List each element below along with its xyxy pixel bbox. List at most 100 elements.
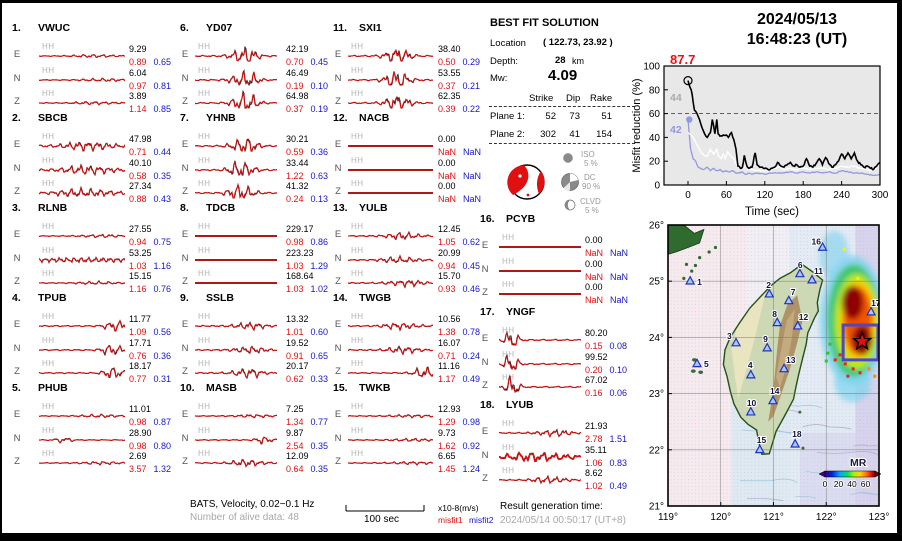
component-label: Z: [182, 456, 188, 467]
misfit-values: 1.38 0.78: [438, 327, 481, 337]
amplitude-value: 7.25: [286, 404, 304, 414]
channel-label: HH: [351, 359, 364, 368]
mr-grid-dot: [858, 371, 862, 375]
channel-label: HH: [502, 373, 515, 382]
waveform-trace: [348, 169, 433, 171]
component-label: E: [13, 319, 21, 330]
component-label: E: [481, 240, 489, 251]
station-header: 4. TPUB: [12, 292, 67, 304]
waveform-trace: [195, 345, 277, 354]
amplitude-value: 0.00: [438, 134, 456, 144]
waveform-trace: [195, 182, 277, 199]
waveform-trace: [39, 185, 125, 198]
clvd-label: CLVD 5 %: [580, 197, 601, 215]
waveform-trace: [195, 160, 277, 176]
misfit-values: 0.70 0.45: [286, 57, 329, 67]
component-label: N: [13, 343, 21, 354]
map-station-number: 14: [770, 386, 780, 396]
misfit-values: 1.45 1.24: [438, 464, 481, 474]
map-station-marker: [731, 337, 742, 347]
map-station-marker: [779, 363, 790, 373]
station-header: 17. YNGF: [480, 306, 536, 318]
misfit-values: 0.98 0.87: [129, 417, 172, 427]
component-label: Z: [482, 380, 488, 391]
station-header: 9. SSLB: [180, 292, 235, 304]
amplitude-value: 46.49: [286, 68, 309, 78]
iso-label: ISO 5 %: [581, 150, 598, 168]
component-label: N: [13, 253, 21, 264]
waveform-trace: [39, 233, 125, 239]
svg-text:MR: MR: [850, 457, 867, 469]
component-label: N: [13, 163, 21, 174]
misfit-legend: misfit1 misfit2: [438, 515, 494, 525]
amplitude-value: 168.64: [286, 271, 314, 281]
channel-label: HH: [502, 257, 515, 266]
waveform-trace: [348, 48, 433, 62]
misfit-white-line: [687, 132, 881, 172]
channel-label: HH: [351, 426, 364, 435]
channel-label: HH: [351, 42, 364, 51]
map-station-marker: [817, 241, 828, 251]
plane1-label: Plane 1:: [490, 111, 525, 122]
svg-text:0: 0: [654, 181, 660, 192]
amplitude-value: 30.21: [286, 134, 309, 144]
channel-label: HH: [502, 466, 515, 475]
amplitude-value: 12.09: [286, 451, 309, 461]
channel-label: HH: [502, 326, 515, 335]
lon-tick-label: 121°: [763, 512, 784, 523]
amplitude-value: 38.40: [438, 44, 461, 54]
svg-text:0: 0: [685, 190, 691, 201]
amplitude-value: 27.34: [129, 181, 152, 191]
amplitude-value: 9.29: [129, 44, 147, 54]
channel-label: HH: [198, 402, 211, 411]
map-station-number: 18: [792, 429, 802, 439]
waveform-trace: [39, 319, 125, 332]
component-label: E: [181, 409, 189, 420]
channel-label: HH: [42, 246, 55, 255]
mw-value: 4.09: [548, 67, 578, 84]
station-header: 11. SXI1: [333, 22, 382, 34]
depth-label: Depth:: [490, 56, 518, 67]
table-divider-bottom: [489, 143, 635, 144]
waveform-trace: [348, 254, 433, 264]
misfit-values: 1.03 1.02: [286, 284, 329, 294]
channel-label: HH: [198, 426, 211, 435]
alive-data-line: Number of alive data: 48: [190, 512, 299, 523]
misfit-values: NaN NaN: [438, 171, 482, 181]
station-header: 5. PHUB: [12, 382, 68, 394]
map-station-marker: [745, 406, 756, 416]
misfit-values: 0.19 0.10: [286, 81, 329, 91]
station-header: 3. RLNB: [12, 202, 68, 214]
waveform-trace: [39, 256, 125, 264]
amplitude-value: 15.70: [438, 271, 461, 281]
station-header: 12. NACB: [333, 112, 390, 124]
waveform-trace: [348, 71, 433, 86]
misfit-values: 1.17 0.49: [438, 374, 481, 384]
misfit-values: 0.62 0.33: [286, 374, 329, 384]
map-station-number: 5: [704, 359, 709, 369]
channel-label: HH: [198, 359, 211, 368]
waveform-trace: [499, 375, 581, 393]
component-label: Z: [182, 366, 188, 377]
channel-label: HH: [198, 132, 211, 141]
component-label: N: [181, 253, 189, 264]
lat-tick-label: 22°: [649, 445, 664, 456]
misfit-values: 0.37 0.19: [286, 104, 329, 114]
channel-label: HH: [42, 222, 55, 231]
waveform-trace: [195, 458, 277, 468]
map-station-marker: [691, 358, 703, 368]
map-station-marker: [794, 268, 805, 278]
waveform-trace: [39, 163, 125, 176]
amplitude-value: 20.17: [286, 361, 309, 371]
purple-start-marker: [686, 116, 693, 123]
amplitude-value: 62.35: [438, 91, 461, 101]
channel-label: HH: [42, 156, 55, 165]
amplitude-value: 6.04: [129, 68, 147, 78]
best-solution-marker: [683, 76, 693, 86]
component-label: E: [334, 49, 342, 60]
waveform-trace: [499, 330, 581, 346]
waveform-trace: [39, 413, 125, 419]
channel-label: HH: [351, 402, 364, 411]
amplitude-value: 19.52: [286, 338, 309, 348]
component-label: E: [13, 139, 21, 150]
